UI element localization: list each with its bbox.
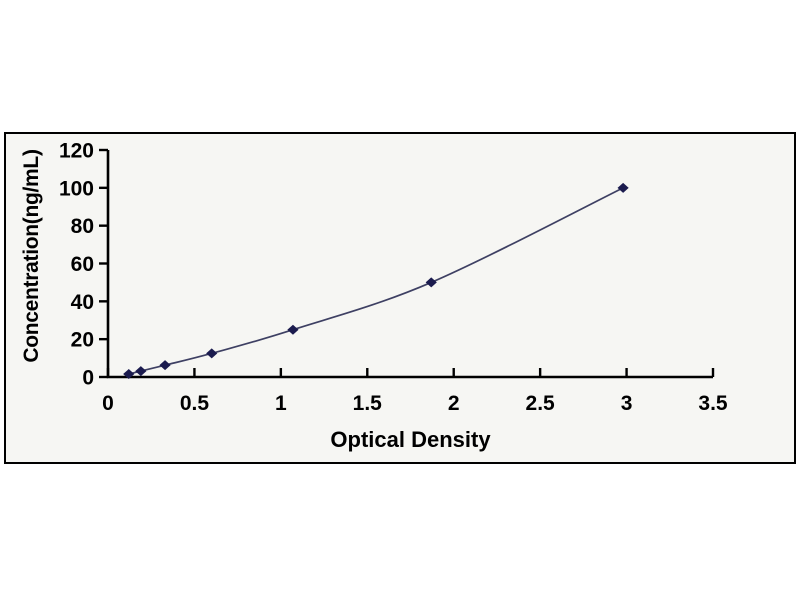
y-axis-title: Concentration(ng/mL) xyxy=(20,149,43,363)
data-point-marker xyxy=(617,182,629,193)
data-point-marker xyxy=(159,360,171,371)
x-axis-title: Optical Density xyxy=(330,427,491,452)
data-point-marker xyxy=(123,369,135,380)
chart-frame: 0 20 40 60 80 100 120 0 0.5 1 1.5 2 2.5 3 3.5 Concentr… xyxy=(4,132,796,464)
series-line xyxy=(128,187,624,375)
y-tick-label: 60 xyxy=(71,253,94,276)
y-tick-label: 100 xyxy=(59,177,94,200)
x-tick-label: 3.5 xyxy=(698,392,728,415)
y-tick-label: 0 xyxy=(82,367,94,390)
y-tick-label: 40 xyxy=(71,291,94,314)
y-tick-label: 20 xyxy=(71,329,94,352)
y-tick-label: 120 xyxy=(59,140,94,163)
x-tick-label: 3 xyxy=(621,392,633,415)
data-point-marker xyxy=(287,324,299,335)
x-tick-label: 1 xyxy=(275,392,287,415)
data-point-marker xyxy=(135,366,147,377)
y-tick-label: 80 xyxy=(71,215,94,238)
x-tick-label: 2.5 xyxy=(526,392,556,415)
data-point-marker xyxy=(206,348,218,359)
data-point-marker xyxy=(425,277,437,288)
x-tick-label: 0 xyxy=(102,392,114,415)
x-tick-label: 0.5 xyxy=(180,392,210,415)
plot-area: 0 20 40 60 80 100 120 0 0.5 1 1.5 2 2.5 3 3.5 xyxy=(59,140,728,416)
x-tick-label: 1.5 xyxy=(353,392,383,415)
x-tick-label: 2 xyxy=(448,392,460,415)
